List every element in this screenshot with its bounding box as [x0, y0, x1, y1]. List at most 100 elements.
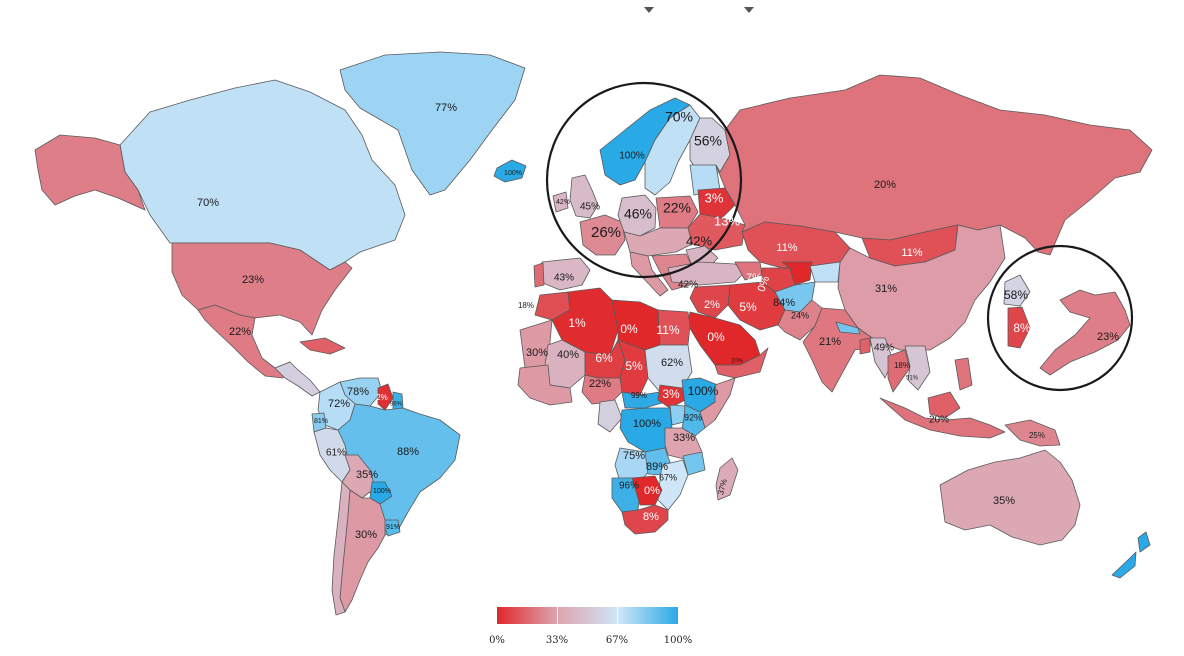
europe-zoom-circle — [545, 81, 743, 279]
label-mozambique: 67% — [659, 472, 677, 482]
country-madagascar[interactable] — [715, 457, 739, 501]
label-pakistan: 24% — [791, 310, 809, 320]
label-paraguay: 100% — [373, 488, 391, 495]
label-yemen: 20% — [731, 359, 744, 365]
country-portugal[interactable] — [533, 262, 545, 288]
label-mauritania: 30% — [526, 347, 548, 359]
korea-zoom-circle — [986, 244, 1134, 392]
label-japan: 23% — [1097, 331, 1119, 343]
region-malawi-cluster[interactable] — [682, 451, 706, 476]
label-uzbekistan: 0% — [756, 274, 773, 293]
country-nepal[interactable] — [835, 321, 861, 335]
label-belarus: 3% — [705, 190, 724, 205]
country-egypt[interactable] — [657, 309, 691, 346]
label-iran: 5% — [739, 300, 757, 314]
legend-label-100: 100% — [663, 635, 693, 646]
country-italy[interactable] — [629, 251, 669, 297]
region-indochina[interactable] — [904, 345, 931, 391]
label-mexico: 22% — [229, 326, 251, 338]
label-colombia: 72% — [328, 398, 350, 410]
country-guyana[interactable] — [377, 383, 394, 411]
label-suriname: 96% — [390, 402, 403, 408]
region-caribbean[interactable] — [299, 337, 346, 355]
label-usa: 23% — [242, 274, 264, 286]
country-iceland[interactable] — [493, 159, 527, 183]
country-canada[interactable] — [119, 79, 406, 271]
label-myanmar: 49% — [874, 343, 894, 354]
country-nigeria[interactable] — [581, 374, 623, 405]
country-new-zealand[interactable] — [1111, 531, 1151, 579]
country-drc[interactable] — [619, 407, 673, 453]
label-drc: 100% — [633, 418, 661, 430]
label-france: 26% — [591, 224, 621, 241]
label-uruguay: 91% — [386, 524, 400, 531]
label-mongolia: 11% — [901, 247, 922, 259]
label-venezuela: 78% — [347, 386, 369, 398]
country-thailand[interactable] — [887, 349, 911, 393]
label-ukraine: 13% — [714, 213, 740, 228]
label-argentina: 30% — [355, 529, 377, 541]
country-south-sudan[interactable] — [657, 384, 686, 409]
country-uk[interactable] — [569, 174, 599, 219]
country-sweden[interactable] — [644, 104, 701, 196]
label-north-korea: 58% — [1004, 288, 1028, 302]
label-guyana: 2% — [376, 393, 388, 402]
legend-label-33: 33% — [545, 635, 569, 646]
country-bangladesh[interactable] — [859, 337, 871, 355]
country-mozambique[interactable] — [657, 459, 689, 511]
country-japan[interactable] — [1039, 289, 1131, 376]
label-china: 31% — [875, 283, 897, 295]
label-iceland: 100% — [504, 170, 522, 177]
legend-label-0: 0% — [489, 635, 505, 646]
region-yemen-oman[interactable] — [714, 347, 769, 379]
region-cameroon-cluster[interactable] — [597, 399, 623, 433]
country-philippines[interactable] — [954, 357, 973, 391]
label-sweden: 70% — [665, 109, 693, 125]
country-somalia[interactable] — [699, 377, 736, 429]
country-alaska[interactable] — [34, 134, 146, 211]
legend-tick — [617, 607, 618, 624]
label-saudi-arabia: 0% — [707, 330, 725, 344]
country-greenland[interactable] — [339, 51, 526, 196]
legend-gradient-bar — [497, 607, 678, 624]
label-south-africa: 8% — [643, 511, 659, 523]
label-india: 21% — [819, 336, 841, 348]
label-ethiopia: 100% — [688, 384, 719, 398]
label-russia: 20% — [874, 179, 896, 191]
label-cambodia: 51% — [906, 376, 919, 382]
country-paraguay[interactable] — [369, 481, 393, 505]
label-kazakhstan: 11% — [776, 242, 797, 254]
country-png[interactable] — [1004, 419, 1061, 447]
label-poland: 22% — [663, 200, 691, 216]
country-chile[interactable] — [331, 481, 351, 616]
country-north-korea[interactable] — [1003, 274, 1031, 307]
country-south-korea[interactable] — [1007, 306, 1031, 349]
color-legend: 0% 33% 67% 100% — [489, 607, 692, 646]
label-romania: 42% — [686, 233, 712, 248]
country-belarus[interactable] — [697, 187, 736, 219]
legend-label-67: 67% — [605, 635, 629, 646]
country-france[interactable] — [579, 214, 626, 256]
region-tajik-kyrgyz[interactable] — [809, 261, 841, 283]
label-australia: 35% — [993, 495, 1015, 507]
region-central-america[interactable] — [274, 361, 321, 397]
region-west-africa[interactable] — [517, 364, 573, 406]
country-uzbekistan[interactable] — [781, 261, 813, 286]
country-poland[interactable] — [655, 195, 699, 229]
label-algeria: 1% — [568, 316, 586, 330]
country-uruguay[interactable] — [381, 519, 401, 537]
country-ireland[interactable] — [552, 191, 569, 213]
country-mexico[interactable] — [197, 304, 291, 379]
country-south-africa[interactable] — [621, 504, 669, 535]
label-thailand: 18% — [894, 361, 910, 370]
region-borneo[interactable] — [927, 391, 961, 419]
label-angola: 75% — [623, 450, 645, 462]
label-uk: 45% — [580, 202, 600, 213]
country-indonesia[interactable] — [879, 397, 1006, 439]
country-australia[interactable] — [939, 449, 1081, 546]
label-spain: 43% — [554, 273, 574, 284]
label-chad: 5% — [625, 359, 643, 373]
country-botswana[interactable] — [631, 475, 663, 506]
country-germany[interactable] — [617, 194, 657, 237]
